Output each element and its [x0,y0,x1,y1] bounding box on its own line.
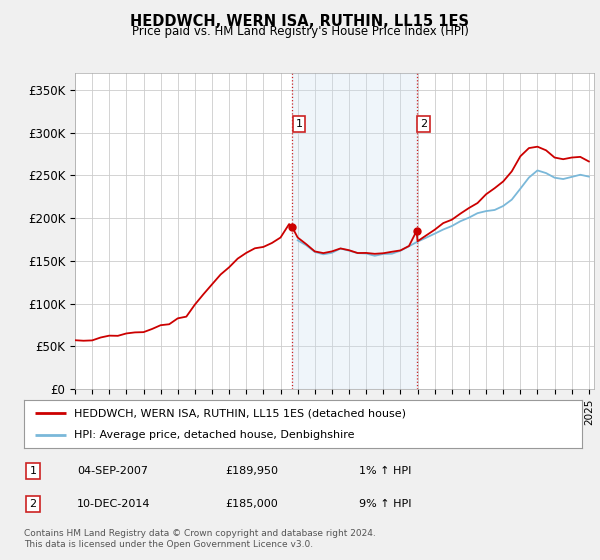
Text: HEDDWCH, WERN ISA, RUTHIN, LL15 1ES: HEDDWCH, WERN ISA, RUTHIN, LL15 1ES [131,14,470,29]
Text: 10-DEC-2014: 10-DEC-2014 [77,499,151,509]
Text: Price paid vs. HM Land Registry's House Price Index (HPI): Price paid vs. HM Land Registry's House … [131,25,469,38]
Text: £185,000: £185,000 [225,499,278,509]
Text: 1: 1 [29,466,37,476]
Text: £189,950: £189,950 [225,466,278,476]
Text: Contains HM Land Registry data © Crown copyright and database right 2024.
This d: Contains HM Land Registry data © Crown c… [24,529,376,549]
Bar [292,73,416,389]
Text: 04-SEP-2007: 04-SEP-2007 [77,466,148,476]
Text: 9% ↑ HPI: 9% ↑ HPI [359,499,412,509]
Text: 2: 2 [420,119,427,129]
Text: 2: 2 [29,499,37,509]
Text: HPI: Average price, detached house, Denbighshire: HPI: Average price, detached house, Denb… [74,430,355,440]
Text: 1: 1 [295,119,302,129]
Text: HEDDWCH, WERN ISA, RUTHIN, LL15 1ES (detached house): HEDDWCH, WERN ISA, RUTHIN, LL15 1ES (det… [74,408,406,418]
Text: 1% ↑ HPI: 1% ↑ HPI [359,466,411,476]
